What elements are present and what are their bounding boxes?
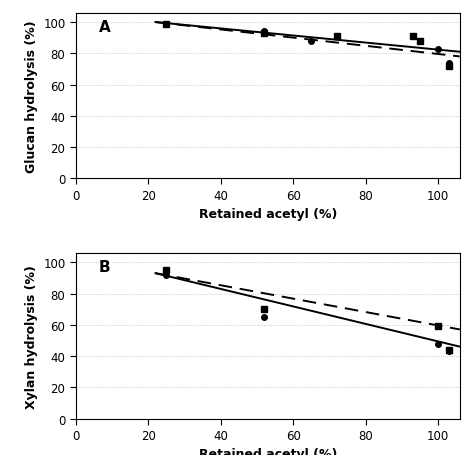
Y-axis label: Xylan hydrolysis (%): Xylan hydrolysis (%): [25, 264, 37, 408]
Y-axis label: Glucan hydrolysis (%): Glucan hydrolysis (%): [25, 20, 37, 172]
X-axis label: Retained acetyl (%): Retained acetyl (%): [199, 448, 337, 455]
X-axis label: Retained acetyl (%): Retained acetyl (%): [199, 208, 337, 221]
Text: A: A: [99, 20, 110, 35]
Text: B: B: [99, 260, 110, 275]
